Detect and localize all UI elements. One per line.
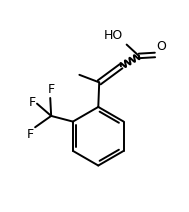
- Text: O: O: [156, 40, 166, 53]
- Text: HO: HO: [104, 29, 123, 42]
- Text: F: F: [27, 128, 34, 141]
- Text: F: F: [29, 96, 36, 109]
- Text: F: F: [48, 83, 55, 96]
